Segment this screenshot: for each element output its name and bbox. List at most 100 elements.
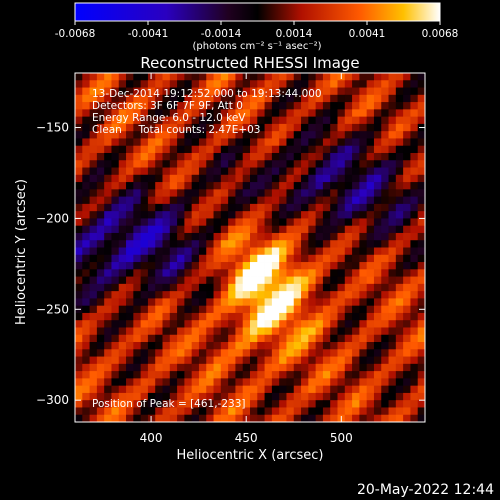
heatmap-cell [140,109,149,118]
heatmap-cell [126,182,134,190]
heatmap-cell [169,232,178,241]
heatmap-cell [344,334,353,343]
heatmap-cell [147,342,156,350]
heatmap-cell [315,145,324,154]
heatmap-cell [169,189,178,197]
heatmap-cell [410,116,419,125]
heatmap-cell [417,392,425,401]
colorbar-tick-label: -0.0041 [128,28,169,40]
heatmap-cell [337,342,346,350]
heatmap-cell [191,378,200,387]
heatmap-cell [111,160,120,168]
heatmap-cell [104,160,112,168]
heatmap-cell [191,152,200,161]
heatmap-cell [301,378,309,387]
heatmap-cell [395,283,404,292]
heatmap-cell [96,94,105,103]
heatmap-cell [104,167,112,176]
heatmap-cell [395,189,404,197]
heatmap-cell [373,138,382,147]
heatmap-cell [403,349,411,357]
heatmap-cell [315,218,324,227]
heatmap-cell [344,385,353,394]
heatmap-cell [352,87,360,96]
heatmap-cell [286,123,295,132]
heatmap-cell [169,167,178,176]
heatmap-cell [366,247,375,256]
heatmap-cell [89,123,98,132]
heatmap-cell [198,211,207,219]
heatmap-cell [162,240,171,248]
heatmap-cell [250,145,258,154]
heatmap-cell [337,269,346,277]
heatmap-cell [126,291,134,299]
heatmap-cell [162,225,171,234]
heatmap-cell [177,80,185,88]
heatmap-cell [96,109,105,118]
heatmap-cell [206,123,214,132]
heatmap-cell [96,269,105,277]
heatmap-cell [366,232,375,241]
heatmap-cell [264,131,273,139]
heatmap-cell [96,254,105,263]
heatmap-cell [162,138,171,147]
heatmap-cell [301,225,309,234]
heatmap-cell [257,123,265,132]
heatmap-cell [177,232,185,241]
heatmap-cell [111,334,120,343]
heatmap-cell [133,189,142,197]
heatmap-cell [293,363,302,372]
heatmap-cell [89,283,98,292]
heatmap-cell [315,269,324,277]
heatmap-cell [308,80,317,88]
heatmap-cell [381,196,389,205]
heatmap-cell [220,240,229,248]
heatmap-cell [75,320,83,328]
heatmap-cell [228,312,236,321]
heatmap-cell [126,392,134,401]
heatmap-cell [352,305,360,314]
heatmap-cell [155,407,163,416]
heatmap-cell [250,356,258,365]
heatmap-cell [315,174,324,183]
heatmap-cell [213,363,222,372]
heatmap-cell [89,211,98,219]
heatmap-cell [206,116,214,125]
heatmap-cell [111,414,120,422]
heatmap-cell [286,211,295,219]
heatmap-cell [373,291,382,299]
heatmap-cell [184,152,193,161]
heatmap-cell [352,203,360,212]
heatmap-cell [330,174,338,183]
footer-timestamp: 20-May-2022 12:44 [357,482,494,498]
heatmap-cell [315,305,324,314]
heatmap-cell [330,334,338,343]
heatmap-cell [96,298,105,307]
heatmap-cell [403,131,411,139]
heatmap-cell [169,240,178,248]
heatmap-cell [417,378,425,387]
heatmap-cell [250,363,258,372]
heatmap-cell [220,211,229,219]
heatmap-cell [75,378,83,387]
heatmap-cell [250,269,258,277]
heatmap-cell [388,312,397,321]
heatmap-cell [96,182,105,190]
heatmap-cell [366,203,375,212]
heatmap-cell [403,138,411,147]
heatmap-cell [82,276,90,285]
heatmap-cell [359,94,368,103]
heatmap-cell [242,109,251,118]
heatmap-cell [242,203,251,212]
heatmap-cell [403,334,411,343]
heatmap-cell [315,116,324,125]
heatmap-cell [417,218,425,227]
heatmap-cell [126,414,134,422]
heatmap-cell [96,247,105,256]
heatmap-cell [410,400,419,408]
heatmap-cell [322,73,331,81]
heatmap-cell [147,145,156,154]
heatmap-cell [250,174,258,183]
heatmap-cell [213,371,222,379]
heatmap-cell [410,392,419,401]
